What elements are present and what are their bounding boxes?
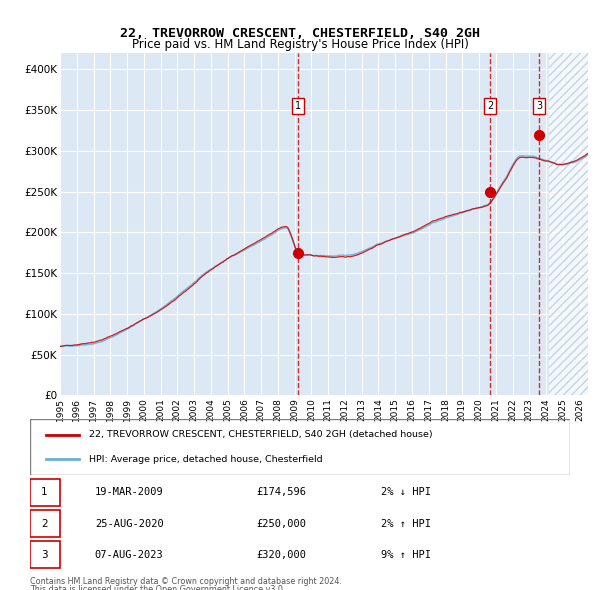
Bar (30, 541, 60, 568)
Text: 2: 2 (41, 519, 48, 529)
Text: 07-AUG-2023: 07-AUG-2023 (95, 550, 164, 560)
Text: 2% ↓ HPI: 2% ↓ HPI (381, 487, 431, 497)
Text: 25-AUG-2020: 25-AUG-2020 (95, 519, 164, 529)
Text: 9% ↑ HPI: 9% ↑ HPI (381, 550, 431, 560)
Text: This data is licensed under the Open Government Licence v3.0.: This data is licensed under the Open Gov… (30, 585, 286, 590)
Text: 19-MAR-2009: 19-MAR-2009 (95, 487, 164, 497)
Text: 3: 3 (41, 550, 48, 560)
Bar (30, 510, 60, 537)
Text: 2: 2 (487, 101, 493, 111)
Text: 22, TREVORROW CRESCENT, CHESTERFIELD, S40 2GH (detached house): 22, TREVORROW CRESCENT, CHESTERFIELD, S4… (89, 430, 433, 439)
Text: 3: 3 (536, 101, 542, 111)
Text: HPI: Average price, detached house, Chesterfield: HPI: Average price, detached house, Ches… (89, 455, 323, 464)
Text: £320,000: £320,000 (257, 550, 307, 560)
Bar (550, 53, 588, 395)
Text: 1: 1 (41, 487, 48, 497)
Bar (30, 479, 60, 506)
Text: Price paid vs. HM Land Registry's House Price Index (HPI): Price paid vs. HM Land Registry's House … (131, 38, 469, 51)
Text: 1: 1 (295, 101, 301, 111)
Text: £250,000: £250,000 (257, 519, 307, 529)
Text: £174,596: £174,596 (257, 487, 307, 497)
Text: 2% ↑ HPI: 2% ↑ HPI (381, 519, 431, 529)
Text: Contains HM Land Registry data © Crown copyright and database right 2024.: Contains HM Land Registry data © Crown c… (30, 577, 342, 586)
Text: 22, TREVORROW CRESCENT, CHESTERFIELD, S40 2GH: 22, TREVORROW CRESCENT, CHESTERFIELD, S4… (120, 27, 480, 40)
